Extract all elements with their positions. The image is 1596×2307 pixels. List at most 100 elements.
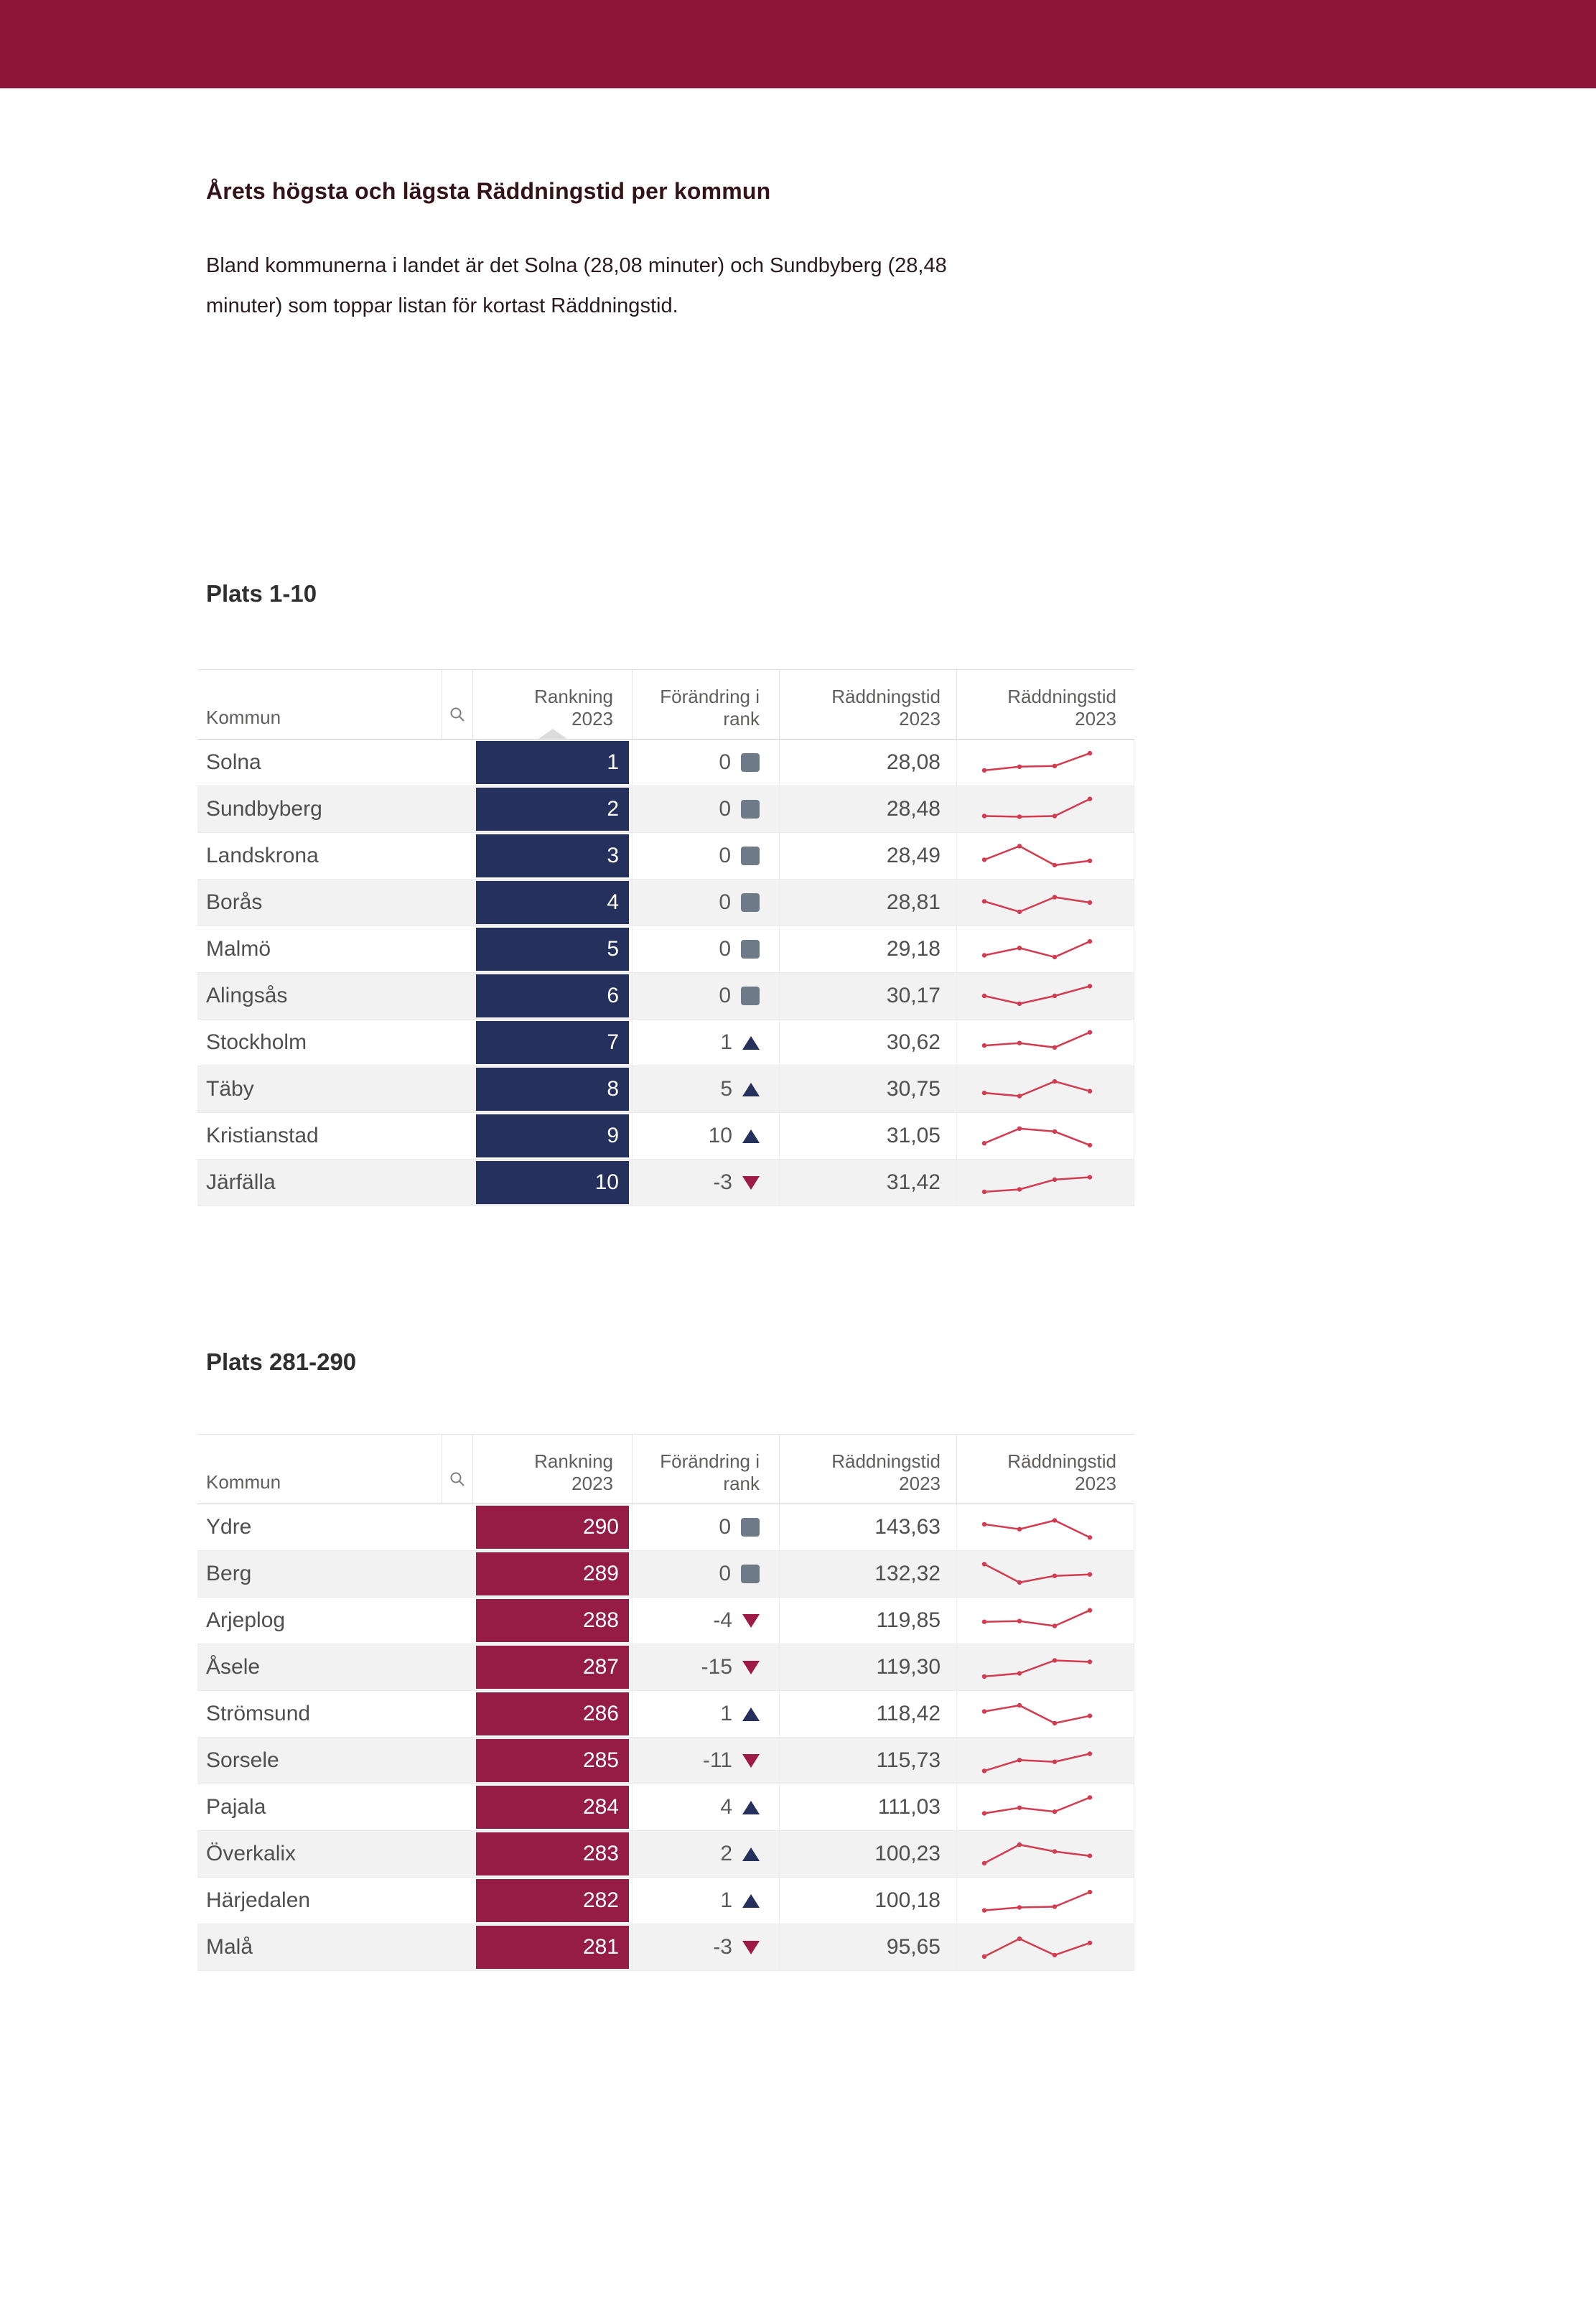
kommun-cell: Strömsund — [206, 1702, 311, 1725]
time-cell: 132,32 — [779, 1551, 956, 1597]
rank-badge: 1 — [476, 741, 629, 784]
rank-badge: 289 — [476, 1552, 629, 1595]
kommun-cell: Täby — [206, 1077, 254, 1101]
change-neutral-icon — [741, 1518, 760, 1537]
trend-cell — [956, 786, 1134, 832]
time-cell: 119,30 — [779, 1644, 956, 1690]
column-header-raddningstid-line2: 2023 — [899, 708, 941, 730]
search-cell — [442, 786, 472, 832]
search-cell — [442, 880, 472, 926]
rank-cell: 286 — [472, 1691, 632, 1737]
table-row[interactable]: Stockholm 7 1 30,62 — [197, 1020, 1134, 1066]
table-row[interactable]: Sorsele 285 -11 115,73 — [197, 1738, 1134, 1784]
time-cell: 95,65 — [779, 1924, 956, 1970]
table-row[interactable]: Solna 1 0 28,08 — [197, 740, 1134, 786]
kommun-cell: Ydre — [206, 1515, 252, 1539]
trend-cell — [956, 1738, 1134, 1784]
rank-cell: 10 — [472, 1160, 632, 1206]
column-header-raddningstid[interactable]: Räddningstid 2023 — [779, 670, 956, 739]
change-cell: 0 — [632, 880, 779, 926]
rank-badge: 281 — [476, 1926, 629, 1969]
change-value: 2 — [720, 1842, 732, 1865]
trend-cell — [956, 1598, 1134, 1644]
change-value: 0 — [719, 844, 731, 867]
change-cell: 0 — [632, 1551, 779, 1597]
column-header-kommun[interactable]: Kommun — [206, 1471, 281, 1493]
rank-cell: 7 — [472, 1020, 632, 1066]
kommun-cell: Sorsele — [206, 1748, 279, 1772]
change-up-icon — [742, 1082, 760, 1096]
rank-badge: 9 — [476, 1114, 629, 1157]
table-row[interactable]: Berg 289 0 132,32 — [197, 1551, 1134, 1598]
rank-badge: 3 — [476, 834, 629, 877]
search-cell — [442, 1160, 472, 1206]
kommun-cell: Borås — [206, 890, 263, 914]
rank-cell: 285 — [472, 1738, 632, 1784]
time-cell: 119,85 — [779, 1598, 956, 1644]
search-cell — [442, 1831, 472, 1877]
table-row[interactable]: Malå 281 -3 95,65 — [197, 1924, 1134, 1971]
change-neutral-icon — [741, 893, 760, 912]
column-header-forandring-line1: Förändring i — [660, 686, 760, 707]
change-cell: 10 — [632, 1113, 779, 1159]
column-header-forandring[interactable]: Förändring i rank — [632, 670, 779, 739]
table-row[interactable]: Ydre 290 0 143,63 — [197, 1504, 1134, 1551]
column-header-raddningstid-line1: Räddningstid — [831, 686, 941, 707]
table-row[interactable]: Sundbyberg 2 0 28,48 — [197, 786, 1134, 833]
rank-badge: 8 — [476, 1068, 629, 1111]
trend-cell — [956, 880, 1134, 926]
change-down-icon — [742, 1175, 760, 1190]
search-column-header[interactable] — [442, 1435, 472, 1504]
change-cell: 1 — [632, 1020, 779, 1066]
time-cell: 28,81 — [779, 880, 956, 926]
trend-sparkline — [981, 1562, 1093, 1585]
column-header-raddningstid-trend[interactable]: Räddningstid 2023 — [956, 670, 1134, 739]
table-row[interactable]: Strömsund 286 1 118,42 — [197, 1691, 1134, 1738]
rank-badge: 2 — [476, 788, 629, 831]
table-row[interactable]: Borås 4 0 28,81 — [197, 880, 1134, 926]
trend-cell — [956, 833, 1134, 879]
trend-cell — [956, 740, 1134, 786]
time-cell: 29,18 — [779, 926, 956, 972]
change-value: 1 — [720, 1888, 732, 1912]
table-row[interactable]: Täby 8 5 30,75 — [197, 1066, 1134, 1113]
table-row[interactable]: Malmö 5 0 29,18 — [197, 926, 1134, 973]
search-cell — [442, 1066, 472, 1112]
trend-sparkline — [981, 1889, 1093, 1913]
table-header-row: Kommun Rankning 2023 Förändring i rank — [197, 669, 1134, 740]
intro-paragraph: Bland kommunerna i landet är det Solna (… — [206, 246, 1010, 326]
change-value: 4 — [720, 1795, 732, 1819]
change-value: 1 — [720, 1030, 732, 1054]
column-header-raddningstid-trend[interactable]: Räddningstid 2023 — [956, 1435, 1134, 1504]
table-row[interactable]: Arjeplog 288 -4 119,85 — [197, 1598, 1134, 1644]
column-header-raddningstid[interactable]: Räddningstid 2023 — [779, 1435, 956, 1504]
column-header-rankning[interactable]: Rankning 2023 — [472, 1435, 632, 1504]
table-row[interactable]: Landskrona 3 0 28,49 — [197, 833, 1134, 880]
kommun-cell: Åsele — [206, 1655, 261, 1679]
trend-sparkline — [981, 1030, 1093, 1050]
table-row[interactable]: Pajala 284 4 111,03 — [197, 1784, 1134, 1831]
change-neutral-icon — [741, 800, 760, 819]
column-header-kommun[interactable]: Kommun — [206, 707, 281, 728]
table-row[interactable]: Härjedalen 282 1 100,18 — [197, 1878, 1134, 1924]
column-header-forandring[interactable]: Förändring i rank — [632, 1435, 779, 1504]
table-row[interactable]: Åsele 287 -15 119,30 — [197, 1644, 1134, 1691]
table-body: Ydre 290 0 143,63 Berg 289 0 132,32 Arjeplog 288 -… — [197, 1504, 1134, 1971]
search-column-header[interactable] — [442, 670, 472, 739]
change-cell: 0 — [632, 973, 779, 1019]
table-row[interactable]: Alingsås 6 0 30,17 — [197, 973, 1134, 1020]
column-header-rankning[interactable]: Rankning 2023 — [472, 670, 632, 739]
trend-sparkline — [981, 1751, 1093, 1774]
table-row[interactable]: Överkalix 283 2 100,23 — [197, 1831, 1134, 1878]
search-icon[interactable] — [449, 1471, 466, 1488]
change-cell: 0 — [632, 786, 779, 832]
time-cell: 28,48 — [779, 786, 956, 832]
change-cell: -11 — [632, 1738, 779, 1784]
column-header-rankning-line2: 2023 — [571, 708, 613, 730]
search-icon[interactable] — [449, 706, 466, 723]
table-row[interactable]: Kristianstad 9 10 31,05 — [197, 1113, 1134, 1160]
rank-cell: 9 — [472, 1113, 632, 1159]
rank-badge: 4 — [476, 881, 629, 924]
time-cell: 30,75 — [779, 1066, 956, 1112]
table-row[interactable]: Järfälla 10 -3 31,42 — [197, 1160, 1134, 1206]
